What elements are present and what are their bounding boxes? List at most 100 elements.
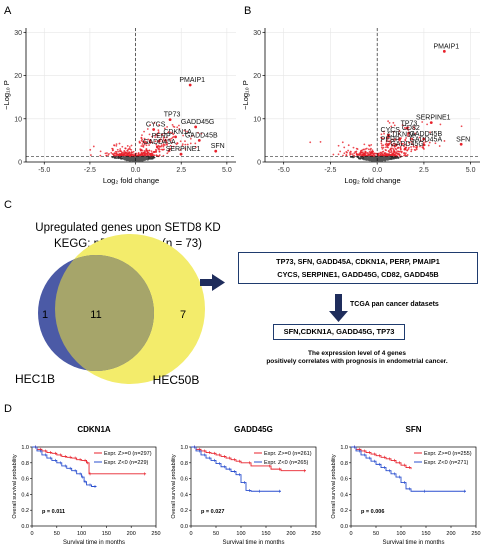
data-point: [359, 157, 362, 160]
labeled-gene-point: [398, 138, 401, 141]
data-point: [148, 133, 151, 136]
data-point: [383, 159, 386, 162]
data-point: [164, 138, 167, 141]
labeled-gene-point: [168, 118, 172, 122]
data-point: [128, 151, 131, 154]
x-tick-label: 0: [189, 531, 192, 537]
data-point: [163, 144, 166, 146]
data-point: [184, 143, 187, 146]
data-point: [115, 144, 118, 147]
data-point: [143, 137, 146, 140]
legend-entry: Expr. Z>=0 (n=261): [264, 451, 312, 457]
data-point: [99, 154, 102, 157]
labeled-gene-point: [442, 49, 446, 53]
data-point: [368, 150, 371, 153]
data-point: [407, 129, 410, 131]
data-point: [151, 157, 154, 160]
data-point: [427, 144, 430, 147]
x-tick-label: 0: [349, 531, 352, 537]
data-point: [390, 125, 393, 128]
data-point: [191, 134, 193, 137]
data-point: [414, 149, 417, 151]
data-point: [371, 154, 374, 157]
data-point: [129, 148, 132, 150]
data-point: [379, 157, 381, 160]
labeled-gene-point: [188, 83, 192, 87]
gene-label-sfn: SFN: [211, 143, 225, 150]
data-point: [397, 156, 400, 159]
data-point: [149, 124, 151, 126]
data-point: [162, 145, 165, 148]
data-point: [155, 134, 158, 136]
data-point: [391, 153, 394, 156]
data-point: [127, 148, 130, 151]
data-point: [421, 121, 424, 123]
data-point: [90, 154, 92, 156]
data-point: [194, 146, 197, 149]
labeled-gene-point: [459, 142, 463, 146]
labeled-gene-point: [422, 143, 426, 147]
data-point: [376, 161, 378, 163]
data-point: [403, 145, 405, 148]
data-point: [309, 141, 312, 144]
data-point: [119, 150, 122, 153]
y-tick-label: 1.0: [21, 445, 29, 451]
survival-curve-high: [191, 446, 306, 472]
data-point: [139, 141, 141, 144]
data-point: [117, 150, 120, 153]
labeled-gene-point: [179, 152, 183, 156]
y-axis-label: Overall survival probability: [12, 454, 18, 518]
data-point: [386, 146, 389, 148]
y-tick-label: 0.2: [340, 508, 348, 514]
data-point: [154, 140, 157, 143]
data-point: [360, 149, 363, 152]
data-point: [393, 151, 395, 153]
data-point: [413, 127, 416, 130]
data-point: [400, 142, 403, 145]
data-point: [170, 137, 173, 140]
data-point: [172, 145, 175, 148]
y-tick-label: 30: [253, 30, 261, 37]
data-point: [141, 143, 144, 145]
data-point: [169, 148, 172, 150]
data-point: [150, 150, 153, 153]
data-point: [169, 131, 172, 134]
data-point: [367, 153, 370, 156]
labeled-gene-point: [152, 128, 156, 131]
data-point: [132, 150, 135, 153]
data-point: [410, 146, 412, 148]
data-point: [403, 127, 406, 129]
data-point: [382, 154, 384, 156]
x-tick-label: 250: [311, 531, 320, 537]
data-point: [121, 152, 123, 155]
data-point: [112, 153, 115, 156]
data-point: [410, 148, 413, 151]
result-gene-text: SFN,CDKN1A, GADD45G, TP73: [283, 327, 395, 336]
data-point: [171, 132, 174, 135]
data-point: [356, 154, 358, 156]
data-point: [128, 146, 131, 148]
data-point: [385, 140, 388, 143]
data-point: [341, 141, 344, 144]
gene-label-gadd45g: GADD45G: [181, 119, 214, 126]
data-point: [122, 151, 125, 154]
data-point: [411, 143, 414, 145]
data-point: [422, 141, 425, 144]
data-point: [200, 132, 203, 135]
data-point: [143, 157, 146, 160]
data-point: [143, 150, 146, 152]
data-point: [401, 124, 404, 127]
data-point: [443, 140, 446, 142]
data-point: [381, 144, 383, 147]
y-tick-label: 0.2: [21, 508, 29, 514]
data-point: [186, 130, 188, 133]
data-point: [400, 137, 402, 140]
data-point: [337, 153, 340, 156]
data-point: [385, 146, 387, 149]
data-point: [148, 144, 150, 146]
data-point: [181, 144, 184, 147]
x-tick-label: 0.0: [131, 167, 141, 174]
data-point: [152, 156, 154, 159]
data-point: [139, 153, 142, 155]
data-point: [166, 143, 169, 146]
